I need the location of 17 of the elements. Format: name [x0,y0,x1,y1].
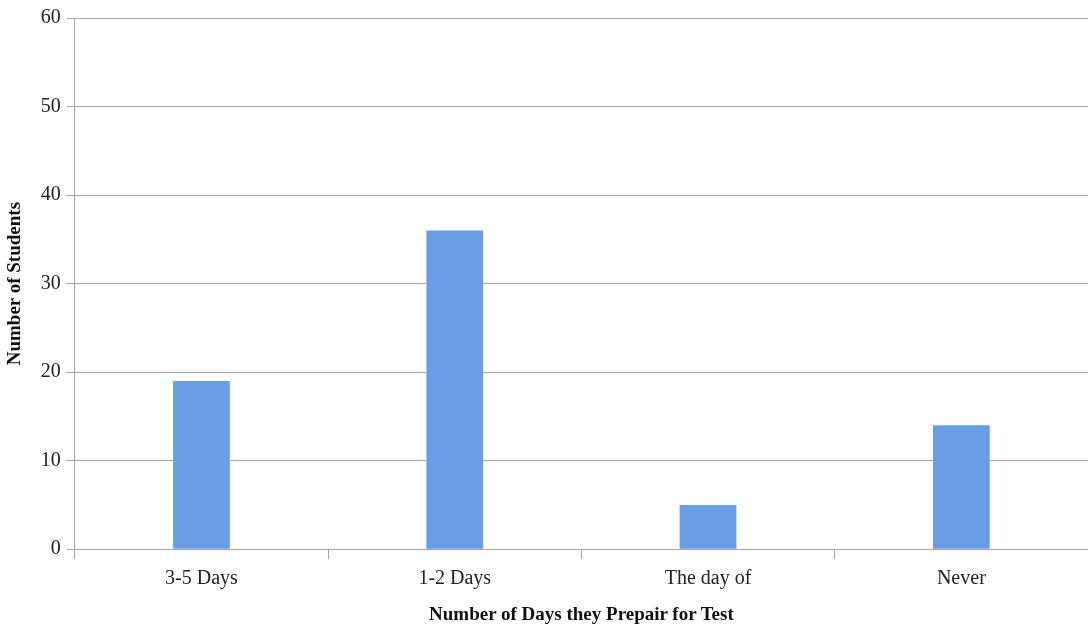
bar [932,425,990,549]
y-tick-label: 0 [50,536,61,559]
x-tick-label: 1-2 Days [418,566,492,590]
bar [173,380,230,549]
x-axis-title: Number of Days they Prepair for Test [429,602,735,624]
y-tick-label: 30 [40,270,61,293]
bar [426,230,484,549]
y-tick-label: 20 [40,359,61,382]
x-tick-label: Never [936,566,987,589]
bar [679,504,737,549]
x-tick-label: 3-5 Days [165,566,239,590]
y-axis-title: Number of Students [3,201,25,366]
x-tick-label: The day of [664,566,752,590]
y-tick-label: 10 [40,447,61,470]
y-tick-label: 40 [40,182,61,205]
y-tick-label: 50 [40,93,61,116]
y-tick-label: 60 [40,5,61,28]
